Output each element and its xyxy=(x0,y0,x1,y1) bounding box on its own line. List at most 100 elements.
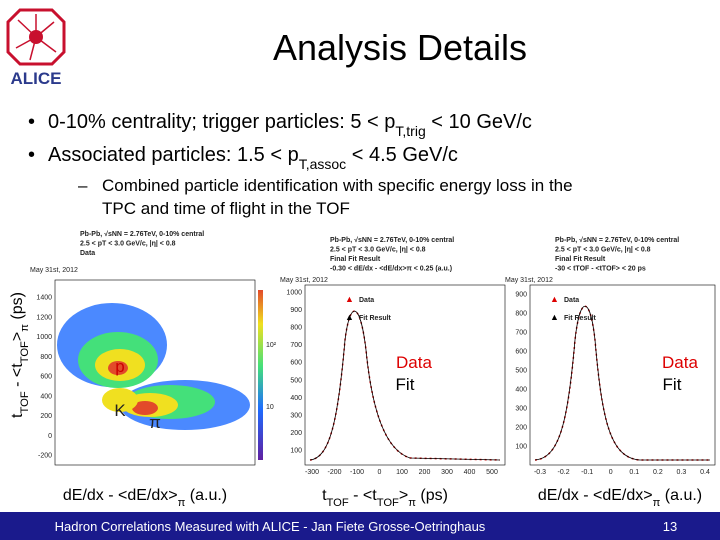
text-part: (a.u.) xyxy=(185,487,227,504)
plot-header: Data xyxy=(80,250,95,257)
x-tick-label: 200 xyxy=(419,469,431,476)
plot-label: Data xyxy=(396,353,432,372)
x-tick-label: -300 xyxy=(305,469,319,476)
y-tick-label: 200 xyxy=(290,430,302,437)
colorbar-label: 10 xyxy=(266,404,274,411)
y-tick-label: -200 xyxy=(38,453,52,460)
y-axis-label: tTOF - <tTOF>π (ps) xyxy=(9,292,31,418)
x-tick-label: 0 xyxy=(378,469,382,476)
x-axis-label: tTOF - <tTOF>π (ps) xyxy=(322,487,448,509)
legend-entry: Fit Result xyxy=(359,315,392,322)
x-tick-label: -0.2 xyxy=(558,469,570,476)
plot-header: 2.5 < pT < 3.0 GeV/c, |η| < 0.8 xyxy=(555,247,651,254)
plot-label: Fit xyxy=(396,375,415,394)
text-part: t xyxy=(322,487,327,504)
text-part: 0-10% centrality; trigger particles: 5 <… xyxy=(48,111,395,133)
x-tick-label: 100 xyxy=(396,469,408,476)
subscript: π xyxy=(408,497,416,509)
legend-marker: ▲ xyxy=(550,294,559,304)
subscript: T,trig xyxy=(395,123,425,139)
text-part: dE/dx - <dE/dx> xyxy=(63,487,178,504)
text-part: > xyxy=(9,332,26,341)
text-part: < 4.5 GeV/c xyxy=(346,144,458,166)
y-tick-label: 800 xyxy=(290,325,302,332)
legend-entry: Fit Result xyxy=(564,315,597,322)
y-tick-label: 900 xyxy=(290,307,302,314)
plot-header: Final Fit Result xyxy=(330,256,381,263)
text-part: (ps) xyxy=(9,292,26,324)
bullet-dot: • xyxy=(28,144,35,166)
legend-marker: ▲ xyxy=(345,312,354,322)
plot-date: May 31st, 2012 xyxy=(280,277,328,284)
plot-label: Data xyxy=(662,353,698,372)
y-tick-label: 900 xyxy=(515,292,527,299)
footer-text: Hadron Correlations Measured with ALICE … xyxy=(55,519,486,534)
y-tick-label: 400 xyxy=(40,393,52,400)
bullet: Associated particles: 1.5 < pT,assoc < 4… xyxy=(48,144,458,172)
plot-date: May 31st, 2012 xyxy=(505,277,553,284)
plot-header: Pb-Pb, √sNN = 2.76TeV, 0-10% central xyxy=(80,230,204,238)
sub-bullet: Combined particle identification with sp… xyxy=(102,176,573,195)
x-tick-label: -100 xyxy=(350,469,364,476)
subscript: T,assoc xyxy=(299,156,346,172)
y-tick-label: 100 xyxy=(515,444,527,451)
text-part: t xyxy=(9,413,26,418)
subscript: π xyxy=(19,324,31,332)
y-tick-label: 1200 xyxy=(36,314,52,321)
legend-marker: ▲ xyxy=(550,312,559,322)
plot-header: Pb-Pb, √sNN = 2.76TeV, 0-10% central xyxy=(330,236,454,244)
species-label: K xyxy=(114,401,126,420)
x-tick-label: 500 xyxy=(486,469,498,476)
x-tick-label: -200 xyxy=(327,469,341,476)
subscript: π xyxy=(653,497,661,509)
subscript: TOF xyxy=(19,341,31,363)
species-label: π xyxy=(149,413,161,432)
y-tick-label: 300 xyxy=(515,406,527,413)
plot-3 xyxy=(529,284,716,466)
legend-entry: Data xyxy=(564,297,579,304)
subscript: TOF xyxy=(377,497,399,509)
plot-header: 2.5 < pT < 3.0 GeV/c, |η| < 0.8 xyxy=(80,241,176,248)
y-tick-label: 200 xyxy=(40,413,52,420)
x-tick-label: 0.4 xyxy=(700,469,710,476)
plot-header: Final Fit Result xyxy=(555,256,606,263)
y-tick-label: 400 xyxy=(290,395,302,402)
logo-text: ALICE xyxy=(11,69,62,88)
text-part: - <t xyxy=(9,363,26,392)
colorbar-label: 10² xyxy=(266,342,277,349)
subscript: π xyxy=(178,497,186,509)
logo: ALICE xyxy=(6,8,66,88)
text-part: - <t xyxy=(349,487,378,504)
y-tick-label: 600 xyxy=(40,374,52,381)
x-tick-label: 0 xyxy=(609,469,613,476)
sub-bullet: TPC and time of flight in the TOF xyxy=(102,199,350,218)
plot-header: -0.30 < dE/dx - <dE/dx>π < 0.25 (a.u.) xyxy=(330,266,452,273)
species-label: p xyxy=(115,357,124,376)
page-number: 13 xyxy=(663,519,677,534)
y-tick-label: 0 xyxy=(48,433,52,440)
y-tick-label: 1000 xyxy=(286,290,302,297)
x-tick-label: 400 xyxy=(464,469,476,476)
subscript: TOF xyxy=(19,391,31,413)
text-part: (a.u.) xyxy=(660,487,702,504)
footer-bar xyxy=(0,512,720,540)
y-tick-label: 500 xyxy=(290,377,302,384)
x-axis-label: dE/dx - <dE/dx>π (a.u.) xyxy=(63,487,227,509)
plot-2 xyxy=(304,284,506,466)
y-tick-label: 1000 xyxy=(36,334,52,341)
title: Analysis Details xyxy=(273,27,527,68)
y-tick-label: 700 xyxy=(515,330,527,337)
plot-header: 2.5 < pT < 3.0 GeV/c, |η| < 0.8 xyxy=(330,247,426,254)
text-part: > xyxy=(399,487,408,504)
subscript: TOF xyxy=(327,497,349,509)
x-axis-label: dE/dx - <dE/dx>π (a.u.) xyxy=(538,487,702,509)
y-tick-label: 500 xyxy=(515,368,527,375)
y-tick-label: 100 xyxy=(290,448,302,455)
text-part: < 10 GeV/c xyxy=(426,111,532,133)
bullet-dot: • xyxy=(28,111,35,133)
y-tick-label: 600 xyxy=(515,349,527,356)
plot-date: May 31st, 2012 xyxy=(30,267,78,274)
text-part: dE/dx - <dE/dx> xyxy=(538,487,653,504)
